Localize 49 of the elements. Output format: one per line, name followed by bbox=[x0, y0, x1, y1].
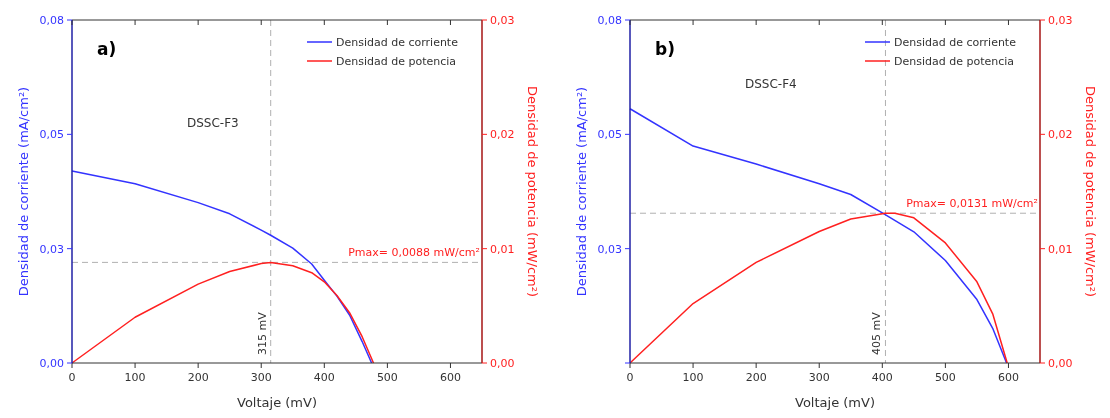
x-tick-label: 200 bbox=[187, 371, 209, 384]
ref-line-label: 315 mV bbox=[255, 311, 269, 355]
y2-tick-label: 0,02 bbox=[1048, 128, 1073, 142]
y-tick-label: 0,05 bbox=[39, 128, 64, 142]
ref-line-label: 405 mV bbox=[870, 311, 884, 355]
x-tick-label: 100 bbox=[682, 371, 704, 384]
legend-label: Densidad de potencia bbox=[894, 55, 1015, 68]
y2-tick-label: 0,03 bbox=[1048, 14, 1073, 27]
x-tick-label: 600 bbox=[439, 371, 461, 384]
line-series bbox=[629, 212, 1008, 364]
y2-tick-label: 0,01 bbox=[1048, 242, 1073, 256]
annotation: DSSC-F4 bbox=[745, 77, 797, 91]
y-tick-label: 0,05 bbox=[597, 128, 622, 142]
y-tick-label: 0,03 bbox=[39, 242, 64, 256]
y2-axis-title: Densidad de potencia (mW/cm²) bbox=[525, 85, 540, 298]
x-tick-label: 0 bbox=[68, 371, 76, 384]
x-tick-label: 200 bbox=[745, 371, 767, 384]
ref-line-label: Pmax= 0,0088 mW/cm² bbox=[348, 246, 480, 260]
line-series bbox=[71, 261, 375, 364]
x-tick-label: 600 bbox=[997, 371, 1019, 384]
ref-line-label: Pmax= 0,0131 mW/cm² bbox=[906, 197, 1038, 211]
y-tick-label: 0,08 bbox=[597, 14, 622, 27]
y2-tick-label: 0,00 bbox=[490, 357, 515, 370]
y-axis-title: Densidad de corriente (mA/cm²) bbox=[574, 86, 589, 297]
x-tick-label: 0 bbox=[626, 371, 634, 384]
x-tick-label: 500 bbox=[376, 371, 398, 384]
y2-tick-label: 0,01 bbox=[490, 242, 515, 256]
x-tick-label: 300 bbox=[250, 371, 272, 384]
y2-axis-title: Densidad de potencia (mW/cm²) bbox=[1083, 85, 1098, 298]
legend-label: Densidad de corriente bbox=[336, 36, 459, 49]
legend-label: Densidad de corriente bbox=[894, 36, 1017, 49]
annotation: b) bbox=[655, 39, 675, 59]
y-tick-label: 0,03 bbox=[597, 242, 622, 256]
x-axis-title: Voltaje (mV) bbox=[237, 395, 317, 410]
y2-tick-label: 0,00 bbox=[1048, 357, 1073, 370]
x-tick-label: 400 bbox=[871, 371, 893, 384]
y-tick-label: 0,08 bbox=[39, 14, 64, 27]
x-axis-title: Voltaje (mV) bbox=[795, 395, 875, 410]
y-tick-label: 0,00 bbox=[39, 357, 64, 370]
legend-label: Densidad de potencia bbox=[336, 55, 457, 68]
x-tick-label: 400 bbox=[313, 371, 335, 384]
y-axis-title: Densidad de corriente (mA/cm²) bbox=[16, 86, 31, 297]
annotation: a) bbox=[97, 39, 117, 59]
y2-tick-label: 0,02 bbox=[490, 128, 515, 142]
x-tick-label: 300 bbox=[808, 371, 830, 384]
annotation: DSSC-F3 bbox=[187, 116, 239, 130]
x-tick-label: 500 bbox=[934, 371, 956, 384]
y2-tick-label: 0,03 bbox=[490, 14, 515, 27]
x-tick-label: 100 bbox=[124, 371, 146, 384]
